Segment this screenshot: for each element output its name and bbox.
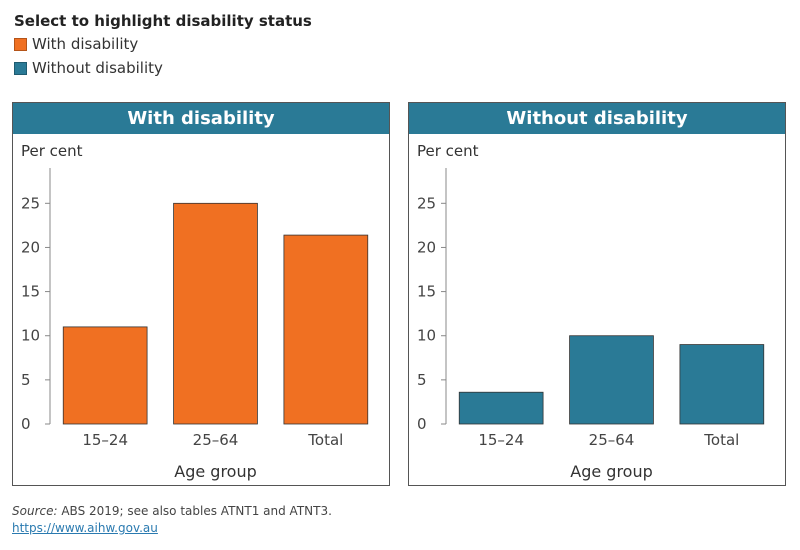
bar-chart-without-disability: Per cent 0 5 10 15 20 25 15–24 25–64 Total Age gro… [417,142,765,481]
x-tick-label: 15–24 [82,431,128,449]
y-tick-label: 20 [21,238,40,256]
bar[interactable] [569,335,654,425]
y-tick-label: 0 [417,415,427,433]
y-axis-label: Per cent [21,142,83,160]
x-tick-label: 25–64 [193,431,239,449]
bar[interactable] [62,326,148,425]
y-tick-label: 0 [21,415,31,433]
legend-swatch-with-disability [14,37,27,51]
y-tick-label: 25 [417,194,436,212]
y-tick-label: 10 [21,327,40,345]
y-tick-label: 15 [21,283,40,301]
bar[interactable] [283,234,369,425]
panel-title-without-disability: Without disability [409,103,785,134]
aihw-link[interactable]: https://www.aihw.gov.au [12,521,158,535]
legend-label-with-disability: With disability [32,35,139,53]
legend-item-without-disability[interactable]: Without disability [14,59,312,77]
legend-title: Select to highlight disability status [14,12,312,30]
panel-title-with-disability: With disability [13,103,389,134]
x-tick-label: 25–64 [589,431,635,449]
bar-chart-with-disability: Per cent 0 5 10 15 20 25 15–24 25–64 Total Age gro… [21,142,369,481]
legend-label-without-disability: Without disability [32,59,163,77]
y-tick-label: 25 [21,194,40,212]
x-axis-label: Age group [570,462,653,481]
y-tick-label: 10 [417,327,436,345]
legend-item-with-disability[interactable]: With disability [14,35,312,53]
x-axis-label: Age group [174,462,257,481]
x-tick-label: Total [703,431,739,449]
source-note: Source: ABS 2019; see also tables ATNT1 … [12,504,332,518]
y-tick-label: 5 [417,371,427,389]
bar[interactable] [679,344,765,425]
source-text: ABS 2019; see also tables ATNT1 and ATNT… [57,504,332,518]
y-tick-label: 15 [417,283,436,301]
chart-panel-without-disability: Without disability Per cent 0 5 10 15 20 25 15–… [408,102,786,486]
x-tick-label: Total [307,431,343,449]
y-tick-label: 5 [21,371,31,389]
legend-swatch-without-disability [14,61,27,75]
chart-panel-with-disability: With disability Per cent 0 5 10 15 20 25 15–24 2… [12,102,390,486]
bar[interactable] [173,202,258,425]
y-tick-label: 20 [417,238,436,256]
x-tick-label: 15–24 [478,431,524,449]
source-label: Source: [12,504,58,518]
y-axis-label: Per cent [417,142,479,160]
bar[interactable] [458,391,544,425]
legend: Select to highlight disability status Wi… [14,12,312,83]
